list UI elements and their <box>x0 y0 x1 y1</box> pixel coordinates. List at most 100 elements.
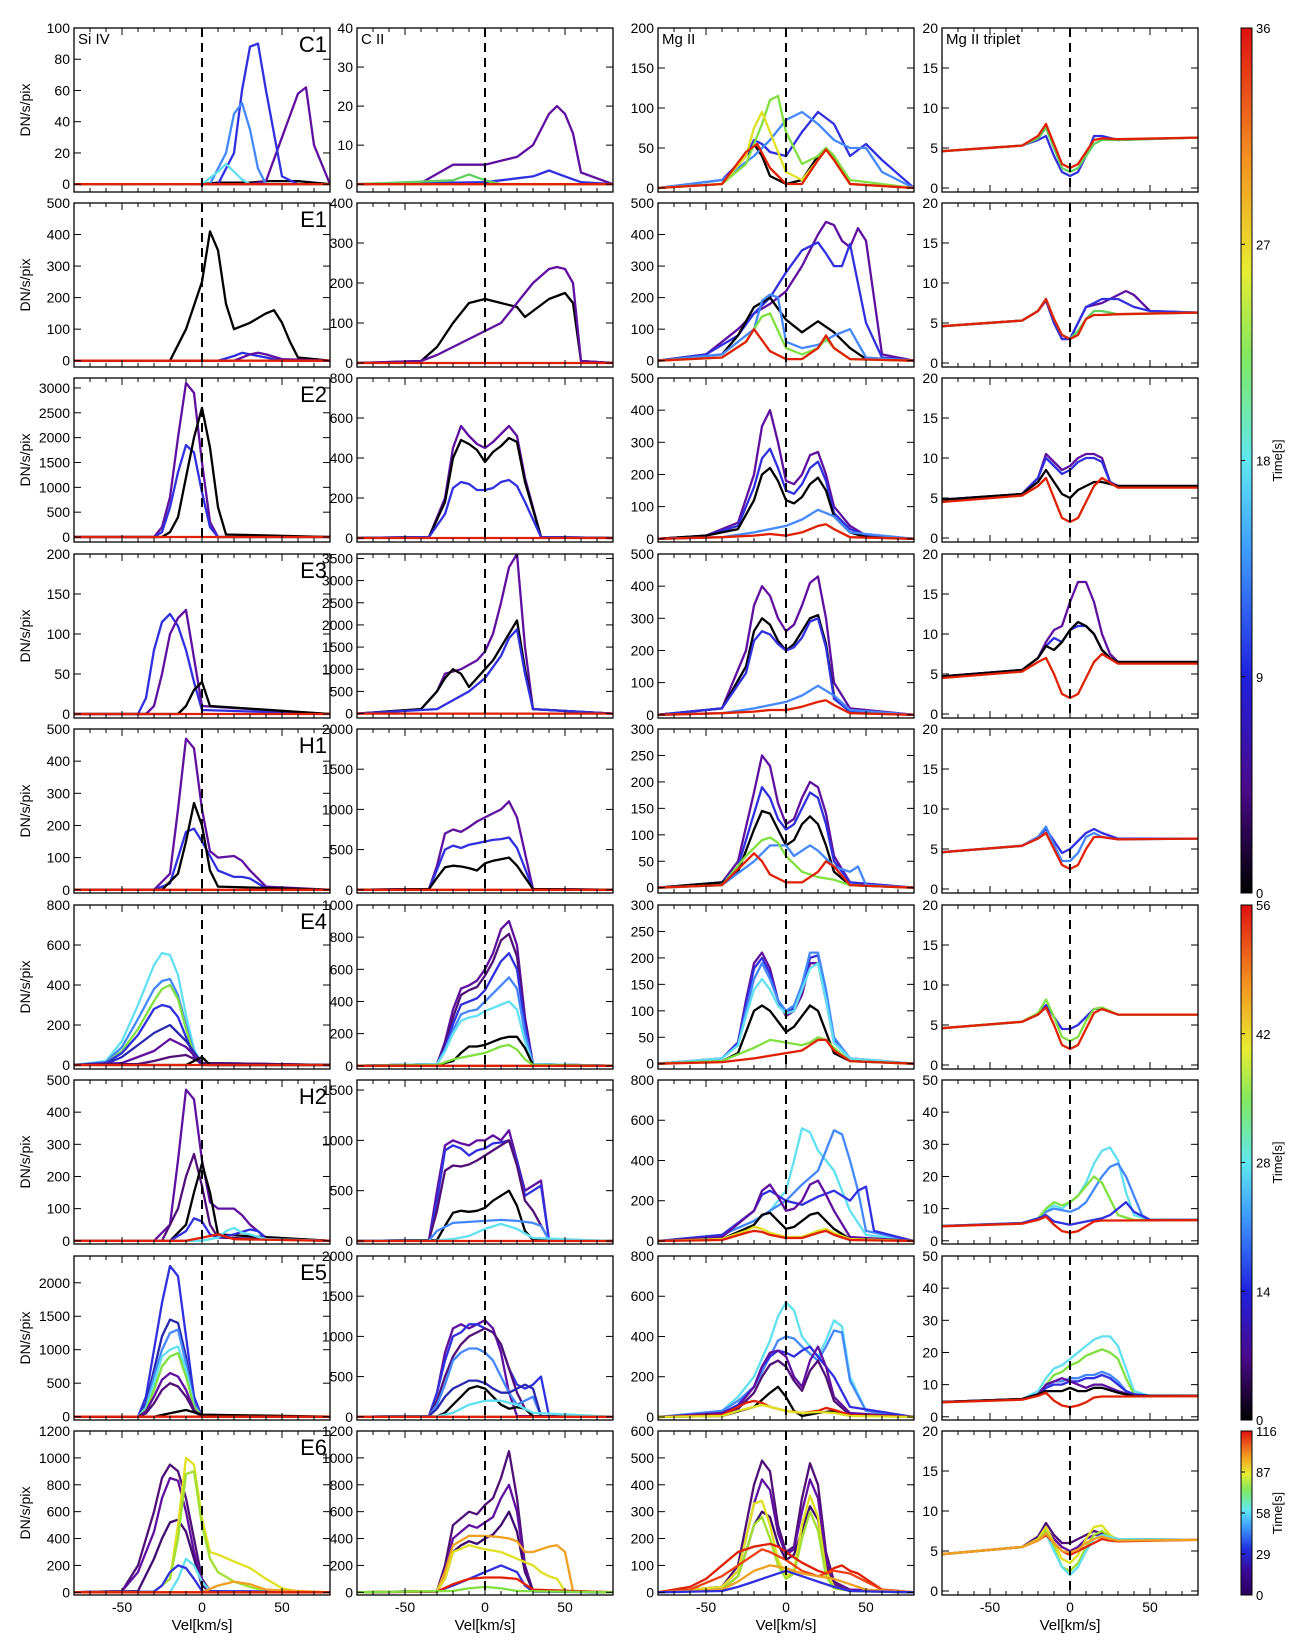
y-tick-label: 0 <box>930 1409 938 1425</box>
y-tick-label: 500 <box>47 195 71 211</box>
y-tick-label: 200 <box>631 20 655 36</box>
colorbar-tick-label: 58 <box>1256 1506 1270 1521</box>
x-tick-label: -50 <box>395 1599 415 1615</box>
series-line-blue <box>74 42 330 186</box>
y-tick-label: 400 <box>631 578 655 594</box>
series-line-blue <box>74 443 330 539</box>
series-group <box>357 1319 613 1418</box>
series-group <box>74 608 330 716</box>
y-tick-label: 10 <box>922 275 938 291</box>
panel-h1-3: 0 50 100 150 200 250 300 <box>631 721 915 896</box>
colorbar-label: Time[s] <box>1270 1492 1285 1534</box>
colorbar-group: 0 9 18 27 36 Time[s] 0 14 28 42 56 Time[s] 0 29 58 87 11… <box>1240 21 1285 1603</box>
y-tick-label: 400 <box>631 1477 655 1493</box>
y-tick-label: 200 <box>631 466 655 482</box>
y-tick-label: 5 <box>930 140 938 156</box>
y-tick-label: 10 <box>922 450 938 466</box>
y-tick-label: 200 <box>631 1531 655 1547</box>
y-tick-label: 300 <box>631 1504 655 1520</box>
y-axis-label: DN/s/pix <box>17 434 33 487</box>
series-line-green <box>942 998 1198 1043</box>
y-tick-label: 3500 <box>322 550 353 566</box>
series-group <box>942 825 1198 871</box>
y-tick-label: 10 <box>922 1201 938 1217</box>
y-tick-label: 5 <box>930 1543 938 1559</box>
panel-e5-3: 0 200 400 600 800 <box>631 1248 915 1425</box>
series-line-purple <box>74 1463 330 1594</box>
series-line-azure <box>658 1129 914 1243</box>
y-tick-label: 0 <box>345 1058 353 1074</box>
y-tick-label: 400 <box>330 450 354 466</box>
series-line-blue <box>357 1139 613 1243</box>
y-tick-label: 300 <box>631 897 655 913</box>
y-tick-label: 500 <box>631 546 655 562</box>
y-tick-label: 30 <box>922 1312 938 1328</box>
y-tick-label: 20 <box>922 1168 938 1184</box>
y-tick-label: 250 <box>631 747 655 763</box>
y-tick-label: 40 <box>54 114 70 130</box>
series-line-azure <box>942 1162 1198 1228</box>
colorbar-1: 0 9 18 27 36 Time[s] <box>1240 21 1285 901</box>
y-tick-label: 50 <box>638 853 654 869</box>
y-tick-label: 0 <box>646 1584 654 1600</box>
y-tick-label: 0 <box>62 1584 70 1600</box>
series-line-indigo <box>357 265 613 365</box>
series-line-orange <box>942 1532 1198 1556</box>
series-group <box>357 554 613 715</box>
series-line-red2 <box>658 1548 914 1594</box>
y-tick-label: 150 <box>631 800 655 816</box>
y-tick-label: 500 <box>47 1072 71 1088</box>
column-title: Mg II triplet <box>946 31 1021 48</box>
y-tick-label: 10 <box>922 1503 938 1519</box>
colorbar-tick-label: 42 <box>1256 1027 1270 1042</box>
y-axis-label: DN/s/pix <box>17 785 33 838</box>
y-tick-label: 100 <box>631 100 655 116</box>
y-tick-label: 20 <box>922 1344 938 1360</box>
series-group <box>357 104 613 186</box>
y-tick-label: 5 <box>930 315 938 331</box>
series-line-red <box>658 142 914 190</box>
y-tick-label: 800 <box>47 897 71 913</box>
y-tick-label: 600 <box>330 961 354 977</box>
colorbar-tick-label: 29 <box>1256 1547 1270 1562</box>
panel-e1-4: 0 5 10 15 20 <box>922 195 1199 371</box>
colorbar-tick-label: 36 <box>1256 21 1270 36</box>
y-tick-label: 800 <box>631 1072 655 1088</box>
y-tick-label: 200 <box>631 1193 655 1209</box>
y-tick-label: 300 <box>47 258 71 274</box>
panel-e6-4: 0 5 10 15 20 -50 0 50 Vel[km/s] <box>922 1423 1199 1634</box>
panel-e3-2: 0 500 1000 1500 2000 2500 3000 3500 <box>322 550 614 722</box>
y-tick-label: 5 <box>930 841 938 857</box>
y-tick-label: 400 <box>47 753 71 769</box>
panel-c1-3: 0 50 100 150 200 Mg II <box>631 20 915 196</box>
y-tick-label: 500 <box>47 504 71 520</box>
series-line-blue <box>942 456 1198 501</box>
y-tick-label: 0 <box>930 1057 938 1073</box>
series-line-black <box>658 1211 914 1243</box>
panel-e5-2: 0 500 1000 1500 2000 <box>322 1248 614 1425</box>
y-tick-label: 500 <box>47 721 71 737</box>
y-tick-label: 300 <box>631 610 655 626</box>
y-tick-label: 300 <box>631 434 655 450</box>
y-tick-label: 0 <box>345 1233 353 1249</box>
y-tick-label: 0 <box>930 355 938 371</box>
y-tick-label: 40 <box>337 20 353 36</box>
y-tick-label: 0 <box>62 353 70 369</box>
panel-h2-4: 0 10 20 30 40 50 <box>922 1072 1199 1249</box>
series-group <box>658 94 914 190</box>
y-tick-label: 0 <box>930 706 938 722</box>
y-tick-label: 800 <box>330 370 354 386</box>
panel-h1-1: 0 100 200 300 400 500 H1 DN/s/pix <box>17 721 331 898</box>
series-line-indigo <box>658 754 914 889</box>
series-line-indigo <box>74 608 330 716</box>
y-tick-label: 600 <box>631 1423 655 1439</box>
series-group <box>658 220 914 362</box>
series-line-green <box>942 126 1198 174</box>
y-tick-label: 20 <box>922 546 938 562</box>
colorbar-tick-label: 56 <box>1256 898 1270 913</box>
series-line-blue <box>942 134 1198 178</box>
y-tick-label: 500 <box>631 370 655 386</box>
y-tick-label: 0 <box>345 530 353 546</box>
series-line-indigo <box>74 737 330 891</box>
column-title: C II <box>361 31 384 48</box>
